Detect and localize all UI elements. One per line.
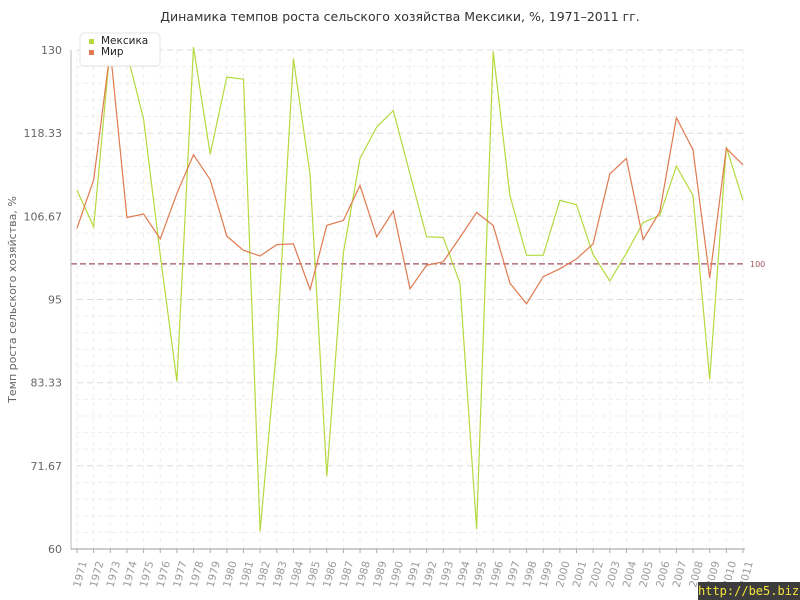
x-tick-label: 1989: [371, 560, 390, 589]
x-tick-label: 1971: [71, 560, 90, 589]
y-tick-label: 130: [41, 44, 62, 57]
y-tick-label: 106.67: [24, 210, 63, 223]
x-tick-label: 1987: [338, 560, 357, 589]
y-tick-label: 83.33: [31, 377, 63, 390]
x-tick-label: 1980: [221, 560, 240, 589]
x-tick-label: 1984: [288, 560, 307, 589]
x-tick-label: 1977: [171, 560, 190, 589]
x-tick-label: 2005: [637, 560, 656, 589]
legend-swatch: [89, 50, 94, 55]
x-tick-label: 1994: [454, 560, 473, 589]
series-line-world: [76, 49, 744, 305]
chart-title: Динамика темпов роста сельского хозяйств…: [160, 9, 640, 24]
y-tick-label: 71.67: [31, 460, 63, 473]
x-tick-label: 1993: [438, 560, 457, 589]
x-tick-label: 2003: [604, 560, 623, 589]
legend-box: [79, 32, 161, 67]
x-tick-label: 1998: [521, 560, 540, 589]
x-tick-label: 1991: [404, 560, 423, 589]
x-tick-label: 1988: [354, 560, 373, 589]
x-tick-label: 1983: [271, 560, 290, 589]
series-line-mexico: [76, 45, 744, 532]
x-tick-label: 1995: [471, 560, 490, 589]
x-tick-label: 1981: [238, 560, 257, 589]
watermark: http://be5.biz/: [698, 582, 800, 600]
x-tick-label: 2000: [554, 560, 573, 589]
x-tick-label: 1972: [88, 560, 107, 589]
x-tick-label: 1997: [504, 560, 523, 589]
x-tick-label: 1975: [138, 560, 157, 589]
grid: [76, 49, 744, 550]
x-tick-label: 2002: [587, 560, 606, 589]
y-axis-label: Темп роста сельского хозяйства, %: [6, 196, 19, 404]
x-tick-label: 1976: [155, 560, 174, 589]
reference-line-label: 100: [750, 260, 765, 269]
x-tick-label: 2004: [621, 560, 640, 589]
legend-label: Мир: [101, 46, 124, 58]
legend-label: Мексика: [101, 35, 148, 47]
x-tick-label: 1979: [205, 560, 224, 589]
x-tick-label: 2006: [654, 560, 673, 589]
series-lines: [76, 45, 744, 532]
y-tick-label: 60: [48, 543, 62, 556]
x-tick-label: 1996: [488, 560, 507, 589]
legend-swatch: [89, 39, 94, 44]
x-tick-label: 1990: [388, 560, 407, 589]
y-tick-label: 118.33: [24, 127, 63, 140]
x-tick-label: 1999: [538, 560, 557, 589]
reference-line-group: 100: [71, 260, 765, 269]
x-tick-label: 1985: [304, 560, 323, 589]
x-tick-label: 1982: [254, 560, 273, 589]
x-tick-label: 1973: [105, 560, 124, 589]
x-tick-label: 1992: [421, 560, 440, 589]
x-tick-label: 1978: [188, 560, 207, 589]
x-tick-label: 2007: [671, 560, 690, 589]
y-tick-label: 95: [48, 294, 62, 307]
x-tick-label: 1986: [321, 560, 340, 589]
x-tick-label: 2001: [571, 560, 590, 589]
x-tick-label: 1974: [121, 560, 140, 589]
